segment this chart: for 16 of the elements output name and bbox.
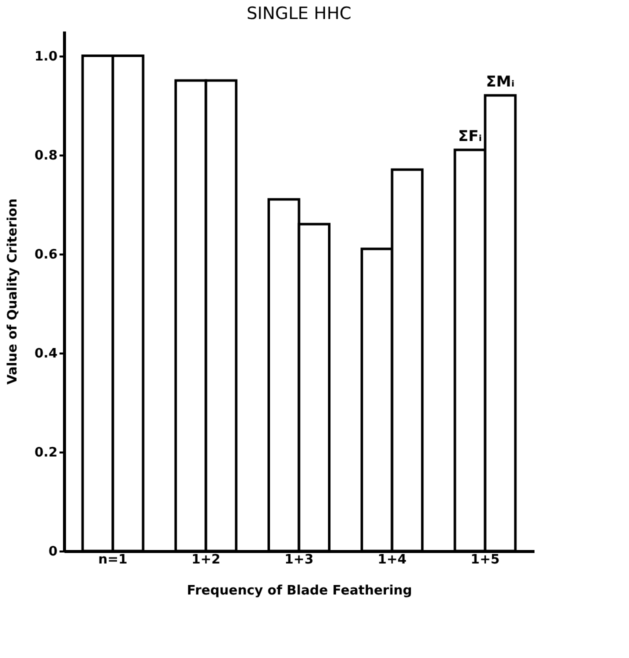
chart-title: SINGLE HHC: [246, 4, 352, 24]
x-tick-label: 1+4: [378, 552, 407, 568]
y-tick-label: 1.0: [34, 49, 58, 64]
y-tick-label: 0.8: [34, 148, 58, 164]
x-tick-label: 1+5: [470, 552, 500, 568]
series-label: ΣFᵢ: [458, 126, 482, 145]
x-axis-title: Frequency of Blade Feathering: [186, 584, 412, 598]
x-tick-label: 1+2: [191, 552, 220, 568]
y-tick-label: 0.6: [34, 247, 58, 262]
x-tick-label: 1+3: [284, 552, 314, 568]
y-tick-label: 0: [48, 544, 58, 560]
series-label: ΣMᵢ: [486, 72, 514, 90]
y-tick-label: 0.4: [34, 346, 58, 362]
y-axis-title: Value of Quality Criterion: [5, 198, 20, 384]
x-tick-label: n=1: [98, 552, 128, 568]
y-tick-label: 0.2: [34, 445, 58, 460]
